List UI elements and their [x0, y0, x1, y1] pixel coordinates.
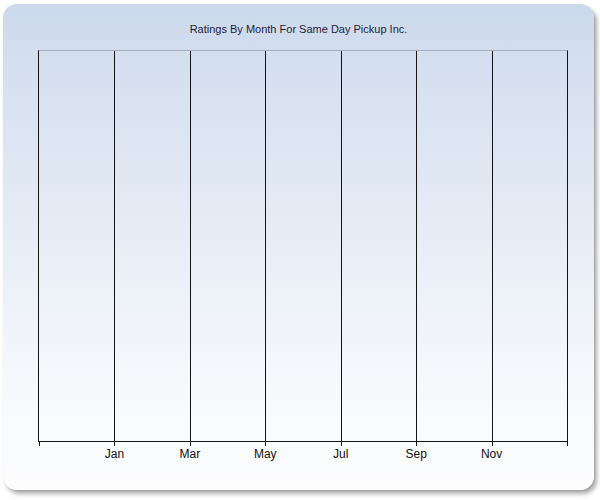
x-axis-tick — [416, 441, 417, 446]
x-axis-label: Jan — [105, 447, 124, 461]
x-axis-label: Sep — [405, 447, 426, 461]
x-axis-label: Nov — [481, 447, 502, 461]
x-axis-label: May — [254, 447, 277, 461]
plot-area: JanMarMayJulSepNov — [38, 50, 568, 442]
vertical-gridline — [416, 51, 417, 441]
chart-title: Ratings By Month For Same Day Pickup Inc… — [3, 22, 594, 36]
x-axis-tick — [265, 441, 266, 446]
vertical-gridline — [341, 51, 342, 441]
vertical-gridline — [265, 51, 266, 441]
x-axis-label: Mar — [180, 447, 201, 461]
x-axis-tick — [492, 441, 493, 446]
x-axis-tick — [114, 441, 115, 446]
x-axis-label: Jul — [333, 447, 348, 461]
x-axis-tick — [341, 441, 342, 446]
vertical-gridline — [492, 51, 493, 441]
chart-window: Ratings By Month For Same Day Pickup Inc… — [0, 0, 600, 500]
x-axis-tick — [39, 441, 40, 446]
chart-panel: Ratings By Month For Same Day Pickup Inc… — [3, 4, 594, 490]
x-axis-tick — [190, 441, 191, 446]
x-axis-tick — [567, 441, 568, 446]
vertical-gridline — [114, 51, 115, 441]
vertical-gridline — [190, 51, 191, 441]
